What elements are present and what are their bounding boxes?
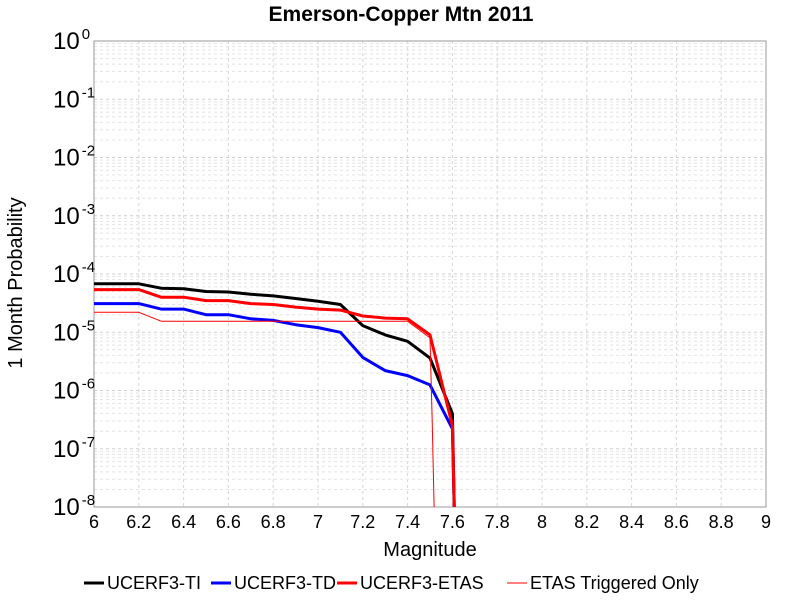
x-tick-label: 7.8 xyxy=(485,512,510,532)
y-tick-label: 10 -5 xyxy=(53,317,95,346)
x-tick-label: 6.2 xyxy=(126,512,151,532)
legend: UCERF3-TI UCERF3-TD UCERF3-ETAS ETAS Trigge… xyxy=(84,573,699,593)
x-tick-label: 7.4 xyxy=(395,512,420,532)
x-tick-label: 7.2 xyxy=(350,512,375,532)
chart-title: Emerson-Copper Mtn 2011 xyxy=(269,3,534,26)
legend-label: UCERF3-TI xyxy=(107,573,201,593)
legend-label: ETAS Triggered Only xyxy=(530,573,699,593)
series-line-ucerf3-ti xyxy=(94,282,456,507)
x-tick-labels: 6 6.2 6.4 6.6 6.8 7 7.2 7.4 7.6 7.8 8 8.2 8.4 8.6 8.8 9 xyxy=(89,512,771,532)
x-tick-label: 6.8 xyxy=(261,512,286,532)
x-tick-label: 8.8 xyxy=(709,512,734,532)
x-tick-label: 7.6 xyxy=(440,512,465,532)
legend-label: UCERF3-ETAS xyxy=(360,573,484,593)
x-tick-label: 8.2 xyxy=(574,512,599,532)
y-tick-label: 10 -3 xyxy=(53,201,95,230)
y-tick-label: 10 0 xyxy=(53,26,90,55)
x-tick-label: 6.4 xyxy=(171,512,196,532)
x-tick-label: 8.4 xyxy=(619,512,644,532)
y-tick-label: 10 -6 xyxy=(53,376,95,405)
x-tick-label: 8.6 xyxy=(664,512,689,532)
series-line-ucerf3-td xyxy=(94,302,456,507)
y-tick-label: 10 -8 xyxy=(53,492,95,521)
series-line-etas-triggered-only xyxy=(94,311,435,507)
x-tick-label: 8 xyxy=(537,512,547,532)
y-tick-label: 10 -4 xyxy=(53,259,95,288)
x-tick-label: 7 xyxy=(313,512,323,532)
series-line-ucerf3-etas xyxy=(94,288,456,507)
y-tick-label: 10 -1 xyxy=(53,84,95,113)
y-tick-label: 10 -2 xyxy=(53,143,95,172)
y-tick-label: 10 -7 xyxy=(53,434,95,463)
legend-label: UCERF3-TD xyxy=(234,573,336,593)
series-group xyxy=(94,282,456,507)
x-axis-label: Magnitude xyxy=(383,539,476,561)
y-axis-label: 1 Month Probability xyxy=(5,197,27,368)
x-tick-label: 9 xyxy=(761,512,771,532)
plot-frame xyxy=(93,40,767,508)
x-tick-label: 6 xyxy=(89,512,99,532)
grid xyxy=(93,41,767,508)
x-tick-label: 6.6 xyxy=(216,512,241,532)
